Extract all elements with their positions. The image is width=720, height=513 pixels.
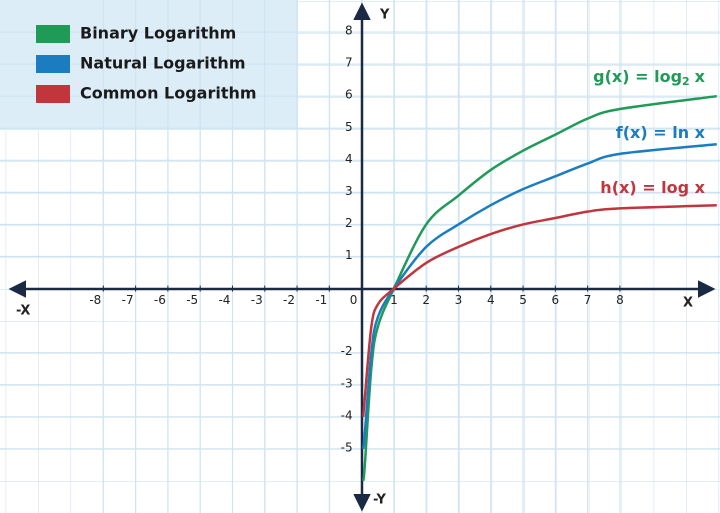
legend-swatch [36, 55, 70, 73]
y-tick-label: 4 [345, 152, 353, 166]
legend-swatch [36, 25, 70, 43]
y-tick-label: 7 [345, 56, 353, 70]
y-tick-label: -4 [341, 408, 353, 422]
y-tick-label: -3 [341, 376, 353, 390]
curve-label-suffix: x [695, 67, 706, 86]
x-tick-label: 5 [519, 293, 527, 307]
y-tick-label: 1 [345, 248, 353, 262]
x-tick-label: -3 [251, 293, 263, 307]
y-tick-label: 5 [345, 120, 353, 134]
y-neg-label: -Y [373, 493, 386, 508]
curve-label: f(x) = ln x [616, 123, 706, 142]
x-tick-label: -2 [283, 293, 295, 307]
x-tick-label: 3 [455, 293, 463, 307]
y-tick-label: 8 [345, 24, 353, 38]
x-tick-label: -5 [186, 293, 198, 307]
x-tick-label: 0 [350, 293, 358, 307]
legend-label: Common Logarithm [80, 84, 257, 103]
x-tick-label: 2 [422, 293, 430, 307]
x-tick-label: 8 [616, 293, 624, 307]
x-tick-label: 7 [584, 293, 592, 307]
x-tick-label: 6 [552, 293, 560, 307]
x-tick-label: 4 [487, 293, 495, 307]
curve [361, 143, 717, 450]
legend-swatch [36, 85, 70, 103]
x-tick-label: -7 [122, 293, 134, 307]
x-tick-label: 1 [390, 293, 398, 307]
y-tick-label: 6 [345, 88, 353, 102]
curve [361, 94, 717, 482]
legend-label: Natural Logarithm [80, 54, 246, 73]
y-tick-label: -5 [341, 440, 353, 454]
curve-label-text: f(x) = ln x [616, 123, 706, 142]
y-tick-label: -2 [341, 344, 353, 358]
curve-label-sub: 2 [682, 75, 690, 88]
curve-label: g(x) = log2 x [593, 67, 706, 89]
curve-label-text: h(x) = log x [600, 178, 705, 197]
curve-label: h(x) = log x [600, 178, 705, 197]
legend-label: Binary Logarithm [80, 24, 236, 43]
x-tick-label: -4 [218, 293, 230, 307]
x-neg-label: -X [16, 304, 30, 319]
curve-label-text: g(x) = log [593, 67, 682, 86]
x-tick-label: -1 [315, 293, 327, 307]
x-tick-label: -8 [89, 293, 101, 307]
x-tick-label: -6 [154, 293, 166, 307]
y-tick-label: 3 [345, 184, 353, 198]
y-tick-label: 2 [345, 216, 353, 230]
x-axis-label: X [683, 296, 693, 311]
y-axis-label: Y [379, 8, 390, 23]
curve [361, 203, 717, 417]
